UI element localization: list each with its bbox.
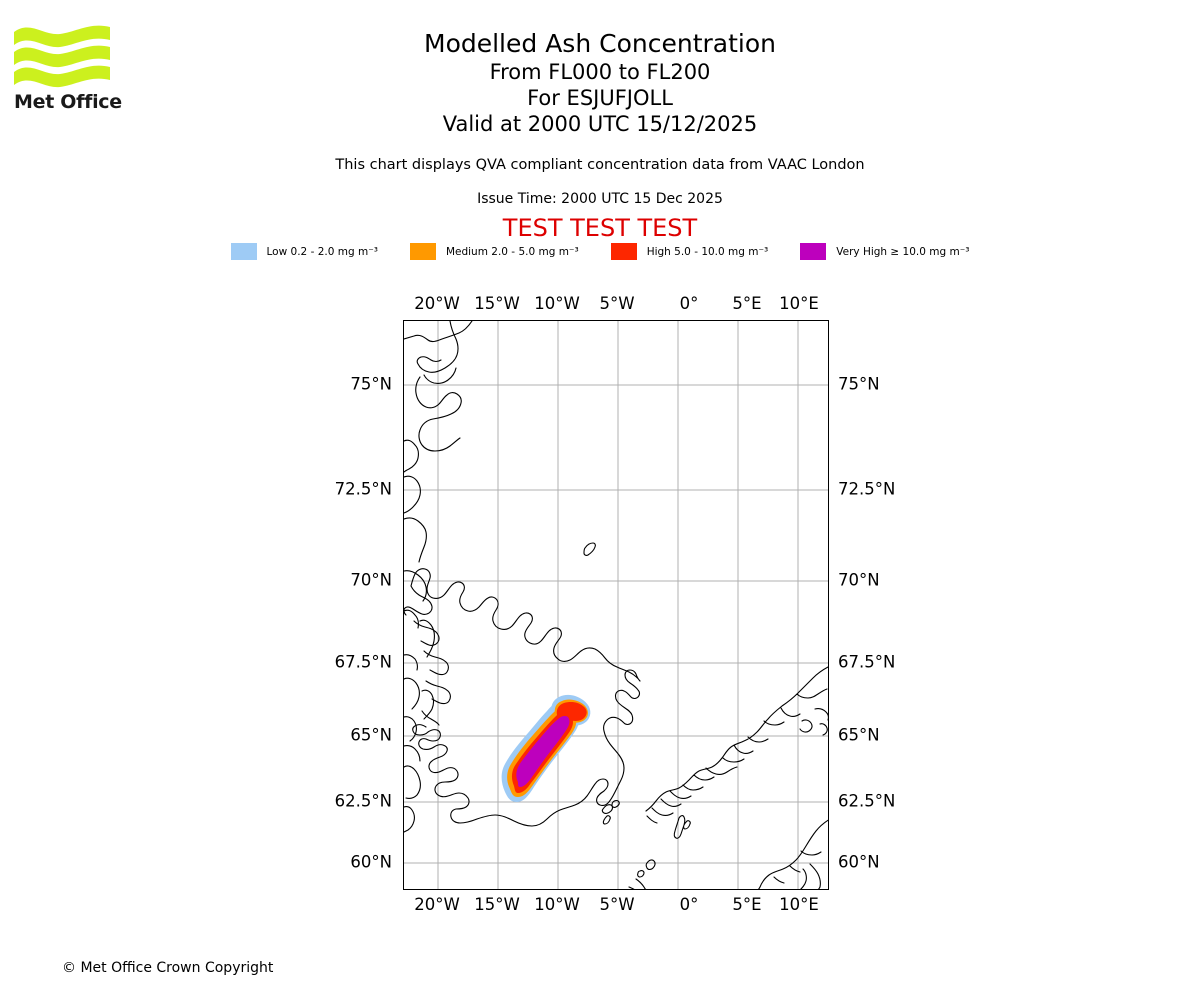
lat-tick-left-72-5n: 72.5°N <box>334 479 392 499</box>
legend-label-very-high: Very High ≥ 10.0 mg m⁻³ <box>836 245 970 258</box>
lat-tick-left-62-5n: 62.5°N <box>334 791 392 811</box>
issue-time: Issue Time: 2000 UTC 15 Dec 2025 <box>477 191 723 207</box>
graticule-grid <box>404 321 828 889</box>
lon-tick-bottom-5e: 5°E <box>732 895 762 914</box>
met-office-logo: Met Office <box>14 22 144 117</box>
legend-item-high: High 5.0 - 10.0 mg m⁻³ <box>610 243 769 260</box>
lat-tick-left-75n: 75°N <box>350 374 392 394</box>
lon-tick-bottom-5w: 5°W <box>599 895 635 914</box>
lat-tick-right-62-5n: 62.5°N <box>838 791 896 811</box>
met-office-wave-mark <box>14 25 110 88</box>
coastline-southern-norway <box>758 819 828 889</box>
lon-tick-bottom-15w: 15°W <box>474 895 520 914</box>
volcano-name: For ESJUFJOLL <box>527 86 673 110</box>
test-banner: TEST TEST TEST <box>502 214 698 242</box>
coastline-scotland <box>628 878 646 889</box>
lat-tick-left-65n: 65°N <box>350 725 392 745</box>
coastline-norway <box>645 666 828 824</box>
lat-tick-right-65n: 65°N <box>838 725 880 745</box>
legend-item-very-high: Very High ≥ 10.0 mg m⁻³ <box>800 243 969 260</box>
lon-tick-top-10w: 10°W <box>534 294 580 313</box>
concentration-legend: Low 0.2 - 2.0 mg m⁻³ Medium 2.0 - 5.0 mg… <box>0 243 1200 260</box>
valid-time: Valid at 2000 UTC 15/12/2025 <box>442 112 758 136</box>
chart-header: Modelled Ash Concentration From FL000 to… <box>0 28 1200 137</box>
coastline-orkney <box>637 859 656 878</box>
legend-swatch-low <box>230 243 257 260</box>
copyright-notice: © Met Office Crown Copyright <box>62 960 274 976</box>
legend-swatch-medium <box>409 243 436 260</box>
flight-level-range: From FL000 to FL200 <box>489 60 711 84</box>
legend-label-low: Low 0.2 - 2.0 mg m⁻³ <box>266 245 378 258</box>
map-canvas <box>404 321 828 889</box>
lon-tick-top-10e: 10°E <box>779 294 819 313</box>
lon-tick-top-15w: 15°W <box>474 294 520 313</box>
qva-note: This chart displays QVA compliant concen… <box>335 157 865 173</box>
coastline-faroe-islands <box>601 799 620 825</box>
lat-tick-left-70n: 70°N <box>350 570 392 590</box>
lon-tick-bottom-0: 0° <box>679 895 699 914</box>
coastlines <box>404 321 828 889</box>
lon-tick-top-5e: 5°E <box>732 294 762 313</box>
legend-item-low: Low 0.2 - 2.0 mg m⁻³ <box>230 243 378 260</box>
legend-swatch-very-high <box>800 243 827 260</box>
lon-tick-top-5w: 5°W <box>599 294 635 313</box>
lat-tick-right-67-5n: 67.5°N <box>838 652 896 672</box>
ash-contour-very-high <box>516 716 570 787</box>
coastline-greenland <box>404 321 473 833</box>
lat-tick-left-60n: 60°N <box>350 852 392 872</box>
legend-label-high: High 5.0 - 10.0 mg m⁻³ <box>646 245 769 258</box>
coastline-iceland <box>404 568 641 827</box>
lat-tick-right-72-5n: 72.5°N <box>838 479 896 499</box>
legend-swatch-high <box>610 243 637 260</box>
lat-tick-right-60n: 60°N <box>838 852 880 872</box>
ash-concentration-map <box>403 320 829 890</box>
lon-tick-bottom-10e: 10°E <box>779 895 819 914</box>
met-office-logo-text: Met Office <box>14 91 122 113</box>
lon-tick-bottom-20w: 20°W <box>414 895 460 914</box>
page-title: Modelled Ash Concentration <box>424 29 776 58</box>
legend-label-medium: Medium 2.0 - 5.0 mg m⁻³ <box>445 245 579 258</box>
lat-tick-left-67-5n: 67.5°N <box>334 652 392 672</box>
lat-tick-right-70n: 70°N <box>838 570 880 590</box>
lon-tick-bottom-10w: 10°W <box>534 895 580 914</box>
legend-item-medium: Medium 2.0 - 5.0 mg m⁻³ <box>409 243 579 260</box>
coastline-jan-mayen <box>583 542 596 556</box>
lon-tick-top-20w: 20°W <box>414 294 460 313</box>
lat-tick-right-75n: 75°N <box>838 374 880 394</box>
coastline-shetland <box>673 815 691 839</box>
lon-tick-top-0: 0° <box>679 294 699 313</box>
ash-plume-contours <box>501 694 591 802</box>
